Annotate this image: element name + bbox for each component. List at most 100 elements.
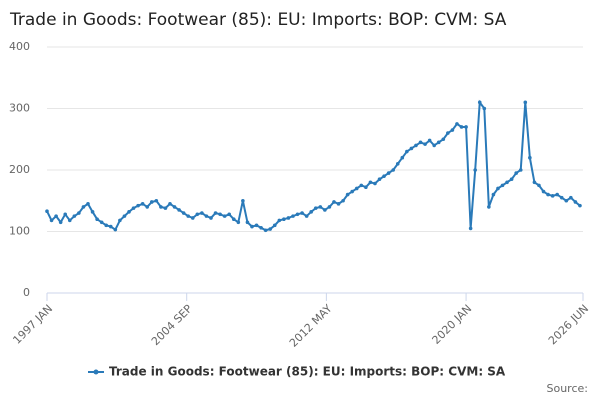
series-line [46,99,581,232]
y-tick-label: 200 [9,163,30,176]
point [514,171,518,175]
point [145,205,150,209]
point [231,217,236,221]
point [168,202,172,206]
point [441,137,446,142]
point [54,214,58,218]
y-tick-label: 0 [23,286,30,299]
point [491,192,496,197]
point [323,208,327,212]
x-tick-label: 2012 MAY [287,302,335,350]
point [523,100,528,105]
point [282,217,286,221]
point [58,220,63,225]
point [254,223,259,228]
point [569,195,573,200]
x-tick-label: 2026 JUN [546,302,591,347]
point [149,200,154,204]
point [222,214,227,218]
point [172,205,177,209]
point [446,131,450,135]
point [341,198,345,203]
point [118,218,122,223]
point [368,180,373,185]
point [400,155,405,160]
point [482,106,487,111]
point [72,214,77,218]
point [95,217,99,221]
point [578,203,582,208]
y-tick-label: 100 [9,225,30,238]
point [272,223,277,228]
point [386,171,391,175]
point [190,216,195,220]
point [473,168,477,172]
point [99,220,104,225]
point [154,198,159,203]
point [487,205,491,209]
chart-title: Trade in Goods: Footwear (85): EU: Impor… [9,10,507,30]
x-tick-label: 2020 JAN [430,302,475,347]
point [382,174,386,178]
point [295,212,300,217]
point [209,216,213,220]
point [509,177,514,182]
point [241,198,245,203]
point [250,224,254,229]
point [277,218,282,223]
point [464,125,468,129]
x-tick-label: 2004 SEP [149,302,195,348]
point [86,202,90,206]
point [409,146,414,151]
point [537,183,541,188]
point [227,212,232,217]
point [304,214,309,218]
point [327,205,332,209]
source: Source: [547,382,589,395]
point [181,211,186,215]
point [477,100,482,105]
point [81,205,86,209]
point [259,226,263,230]
point [354,186,359,191]
point [450,128,455,132]
point [268,227,273,231]
point [186,214,191,218]
point [213,211,218,215]
point [564,198,569,203]
point [90,210,95,214]
point [496,186,500,191]
point [263,228,268,233]
point [177,208,181,212]
point [318,205,323,209]
point [286,216,291,220]
point [555,192,559,197]
point [350,189,354,194]
point [455,122,459,126]
point [236,220,241,225]
point [405,149,409,154]
y-tick-label: 300 [9,102,30,115]
y-tick-label: 400 [9,40,30,53]
point [377,177,382,182]
point [45,209,49,214]
point [113,227,118,232]
point [505,180,509,185]
point [359,183,364,188]
point [418,140,423,145]
point [345,192,350,197]
point [77,211,81,215]
point [395,162,400,166]
point [104,223,109,228]
point [218,212,222,217]
legend-label: Trade in Goods: Footwear (85): EU: Impor… [109,365,506,379]
point [204,214,209,218]
point [423,142,427,146]
x-tick-label: 1997 JAN [10,302,55,347]
point [468,226,473,231]
point [364,185,368,190]
point [573,200,578,204]
point [391,168,395,172]
point [528,155,532,160]
